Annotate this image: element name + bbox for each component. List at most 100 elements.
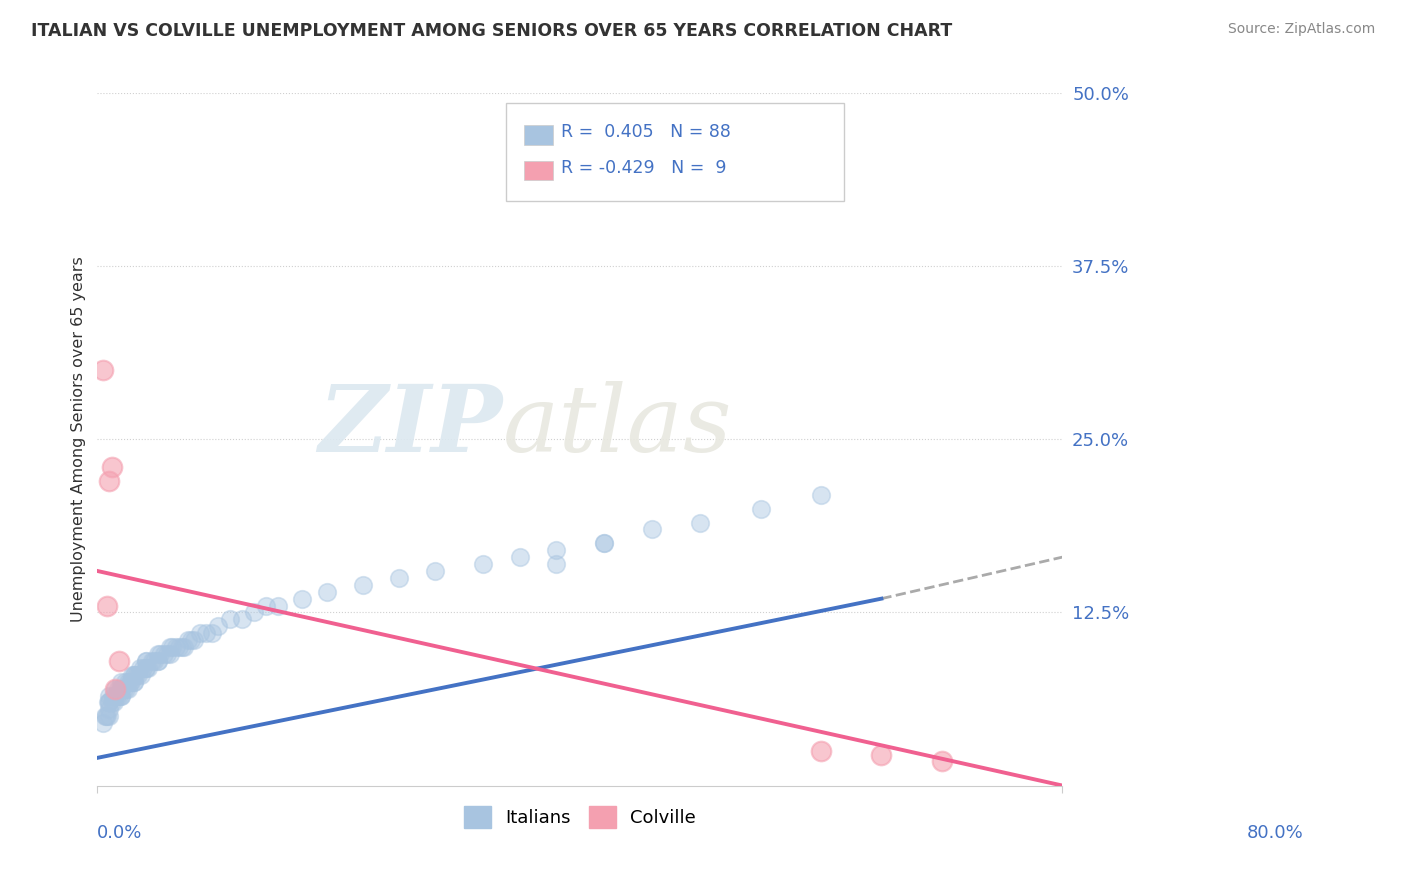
Point: [105, 689, 128, 703]
Point: [108, 654, 131, 668]
Point: [810, 744, 832, 758]
Point: [110, 681, 132, 696]
Point: [194, 626, 217, 640]
Text: ITALIAN VS COLVILLE UNEMPLOYMENT AMONG SENIORS OVER 65 YEARS CORRELATION CHART: ITALIAN VS COLVILLE UNEMPLOYMENT AMONG S…: [31, 22, 952, 40]
Point: [143, 654, 166, 668]
Point: [110, 689, 132, 703]
Point: [94, 709, 117, 723]
Point: [207, 619, 229, 633]
Point: [267, 599, 290, 613]
Point: [132, 661, 155, 675]
Point: [188, 626, 211, 640]
Text: R = -0.429   N =  9: R = -0.429 N = 9: [561, 159, 727, 177]
Point: [169, 640, 191, 654]
Point: [243, 606, 266, 620]
Point: [112, 681, 135, 696]
Text: R =  0.405   N = 88: R = 0.405 N = 88: [561, 123, 731, 141]
Point: [173, 640, 195, 654]
Point: [183, 633, 205, 648]
Point: [136, 661, 159, 675]
Point: [141, 654, 163, 668]
Point: [135, 654, 157, 668]
Point: [128, 661, 150, 675]
Point: [114, 674, 136, 689]
Point: [170, 640, 193, 654]
Text: atlas: atlas: [503, 381, 733, 471]
Point: [544, 177, 567, 191]
Point: [509, 550, 531, 565]
Text: 80.0%: 80.0%: [1247, 823, 1303, 842]
Point: [135, 661, 157, 675]
Point: [593, 536, 616, 550]
Point: [146, 647, 169, 661]
Point: [146, 654, 169, 668]
Point: [125, 667, 148, 681]
Point: [315, 584, 337, 599]
Point: [110, 681, 132, 696]
Point: [254, 599, 277, 613]
Point: [110, 681, 132, 696]
Point: [156, 647, 179, 661]
Point: [98, 689, 121, 703]
Point: [93, 363, 115, 377]
Point: [749, 501, 772, 516]
Point: [117, 681, 139, 696]
Point: [544, 543, 567, 558]
Point: [121, 667, 143, 681]
Point: [97, 696, 120, 710]
Point: [931, 754, 953, 768]
Text: 0.0%: 0.0%: [97, 823, 143, 842]
Point: [177, 633, 200, 648]
Point: [118, 674, 141, 689]
Point: [103, 696, 125, 710]
Point: [98, 696, 121, 710]
Point: [122, 674, 145, 689]
Point: [129, 667, 152, 681]
Point: [135, 661, 157, 675]
Point: [159, 640, 181, 654]
Point: [104, 681, 127, 696]
Point: [231, 612, 253, 626]
Point: [152, 647, 174, 661]
Point: [93, 709, 115, 723]
Point: [146, 654, 169, 668]
Point: [291, 591, 314, 606]
Point: [219, 612, 242, 626]
Point: [472, 557, 495, 571]
Point: [127, 667, 149, 681]
Point: [120, 674, 142, 689]
Point: [110, 689, 132, 703]
Point: [108, 689, 131, 703]
Point: [122, 667, 145, 681]
Point: [98, 696, 121, 710]
Point: [201, 626, 224, 640]
Point: [107, 681, 129, 696]
Point: [159, 647, 181, 661]
Text: Source: ZipAtlas.com: Source: ZipAtlas.com: [1227, 22, 1375, 37]
Point: [101, 696, 124, 710]
Point: [149, 647, 172, 661]
Point: [117, 674, 139, 689]
Point: [810, 488, 832, 502]
Point: [544, 557, 567, 571]
Point: [180, 633, 202, 648]
Y-axis label: Unemployment Among Seniors over 65 years: Unemployment Among Seniors over 65 years: [72, 257, 86, 623]
Point: [104, 689, 127, 703]
Point: [593, 536, 616, 550]
Point: [122, 667, 145, 681]
Point: [122, 674, 145, 689]
Point: [101, 689, 124, 703]
Point: [115, 681, 138, 696]
Point: [96, 599, 118, 613]
Point: [104, 681, 127, 696]
Point: [870, 748, 893, 763]
Point: [98, 702, 121, 716]
Point: [135, 654, 157, 668]
Point: [352, 578, 374, 592]
Point: [98, 709, 121, 723]
Point: [423, 564, 446, 578]
Text: ZIP: ZIP: [318, 381, 503, 471]
Point: [98, 474, 121, 488]
Point: [160, 640, 183, 654]
Point: [93, 716, 115, 731]
